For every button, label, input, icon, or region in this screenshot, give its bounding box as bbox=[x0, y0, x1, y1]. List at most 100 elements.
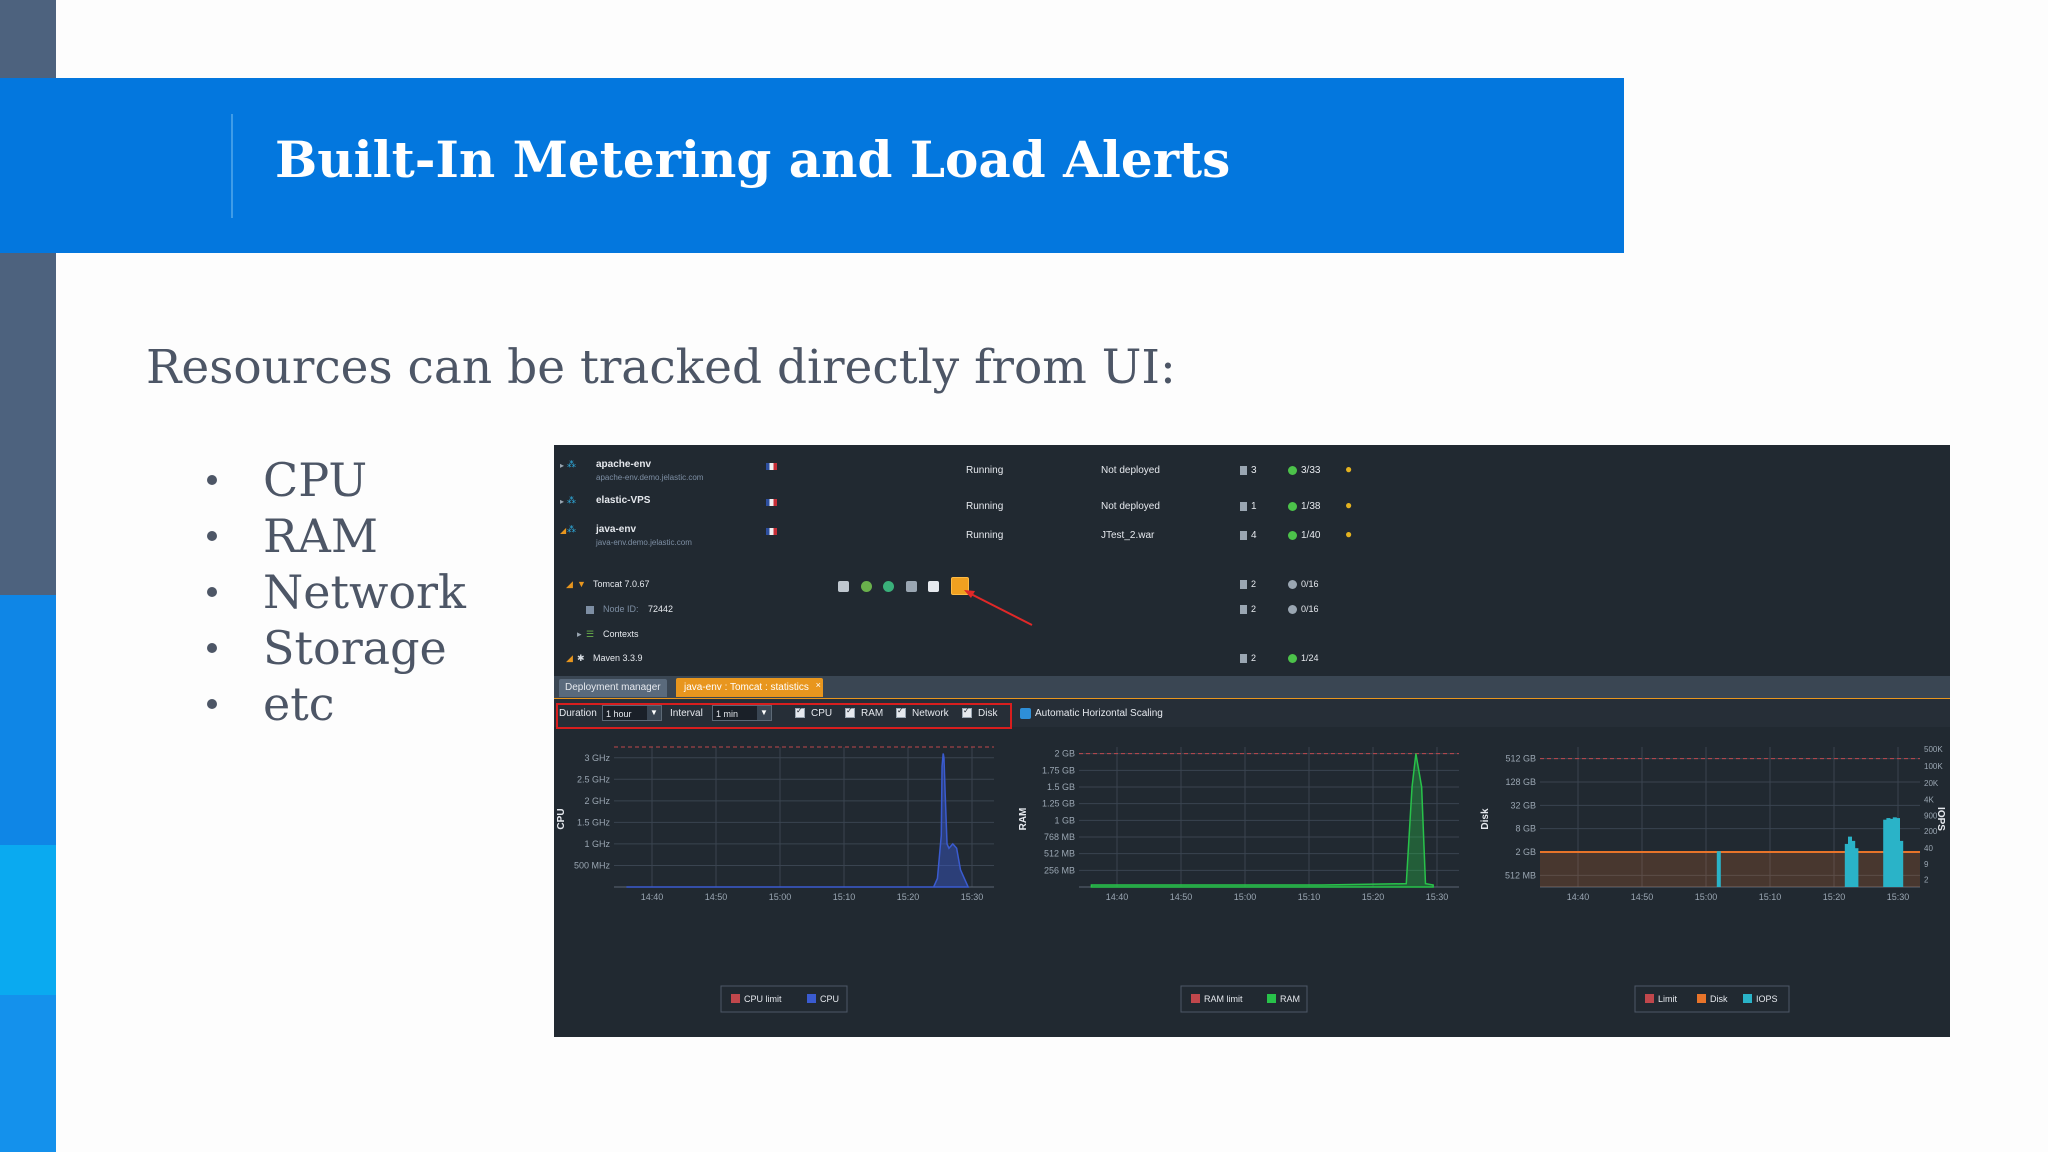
red-arrow-head bbox=[964, 590, 975, 598]
x-tick-label: 15:30 bbox=[1887, 892, 1910, 902]
x-tick-label: 15:30 bbox=[961, 892, 984, 902]
checkbox-icon[interactable] bbox=[962, 706, 972, 719]
duration-select[interactable]: 1 hour ▼ bbox=[602, 705, 662, 721]
node-row-id[interactable]: Node ID: 72442 2 0/16 bbox=[554, 599, 1950, 621]
y-tick-label: 500 MHz bbox=[574, 860, 611, 870]
banner-divider bbox=[231, 114, 233, 218]
region-flag-icon bbox=[766, 528, 777, 535]
server-icon bbox=[1240, 605, 1247, 615]
accent-segment bbox=[0, 995, 56, 1152]
duration-label: Duration bbox=[559, 708, 597, 719]
x-tick-label: 15:10 bbox=[1759, 892, 1782, 902]
red-arrow-line bbox=[966, 591, 1033, 626]
ram-checkbox[interactable]: RAM bbox=[845, 706, 883, 719]
cloudlet-status-icon bbox=[1288, 605, 1297, 615]
settings-wrench-icon[interactable] bbox=[905, 580, 917, 592]
x-tick-label: 14:50 bbox=[1631, 892, 1654, 902]
collapse-arrow-icon[interactable]: ◢ bbox=[566, 653, 573, 663]
close-icon[interactable]: × bbox=[815, 680, 821, 690]
collapse-arrow-icon[interactable]: ◢ bbox=[560, 526, 567, 535]
env-domain[interactable]: apache-env.demo.jelastic.com bbox=[596, 473, 704, 482]
env-deployment: JTest_2.war bbox=[1101, 530, 1155, 541]
config-icon[interactable] bbox=[838, 580, 849, 592]
web-access-icon[interactable] bbox=[860, 580, 872, 592]
env-name[interactable]: elastic-VPS bbox=[596, 495, 651, 506]
y2-tick-label: 4K bbox=[1924, 796, 1934, 805]
billing-bag-icon[interactable]: ● bbox=[1345, 462, 1353, 476]
billing-bag-icon[interactable]: ● bbox=[1345, 498, 1353, 512]
legend-box bbox=[720, 985, 848, 1013]
y2-tick-label: 20K bbox=[1924, 779, 1939, 788]
y-tick-label: 256 MB bbox=[1044, 865, 1075, 875]
cloudlets-value: 0/16 bbox=[1301, 579, 1319, 589]
env-row-java[interactable]: ◢ ⁂ java-env java-env.demo.jelastic.com … bbox=[554, 514, 1950, 547]
y-tick-label: 128 GB bbox=[1505, 777, 1536, 787]
cpu-chart-svg: 14:40 14:50 15:00 15:10 15:20 15:30 500 MHz 1 G… bbox=[556, 746, 994, 1013]
y-tick-label: 512 MB bbox=[1505, 870, 1536, 880]
checkbox-icon[interactable] bbox=[845, 706, 855, 719]
panel-tab-bar: Deployment manager java-env : Tomcat : s… bbox=[554, 676, 1950, 701]
cloudlets: 1/38 bbox=[1288, 501, 1320, 512]
node-row-maven[interactable]: ◢ ✱ Maven 3.3.9 2 1/24 bbox=[554, 648, 1950, 670]
node-count: 2 bbox=[1240, 604, 1256, 615]
node-count: 2 bbox=[1240, 653, 1256, 664]
cloudlet-status-icon bbox=[1288, 465, 1297, 475]
chevron-down-icon[interactable]: ▼ bbox=[757, 706, 771, 720]
bullet-text: Network bbox=[263, 565, 466, 619]
tab-statistics[interactable]: java-env : Tomcat : statistics × bbox=[676, 678, 823, 697]
env-status: Running bbox=[966, 465, 1004, 476]
env-row-apache[interactable]: ▸ ⁂ apache-env apache-env.demo.jelastic.… bbox=[554, 449, 1950, 482]
node-label[interactable]: Maven 3.3.9 bbox=[593, 653, 643, 663]
chevron-down-icon[interactable]: ▼ bbox=[647, 706, 661, 720]
y2-tick-label: 900 bbox=[1924, 811, 1938, 820]
node-row-tomcat[interactable]: ◢ ▼ Tomcat 7.0.67 2 0/16 bbox=[554, 574, 1950, 596]
bullet-dot-icon bbox=[207, 531, 217, 541]
tab-deployment-manager[interactable]: Deployment manager bbox=[559, 679, 667, 697]
server-icon bbox=[1240, 465, 1247, 475]
x-tick-label: 14:50 bbox=[1170, 892, 1193, 902]
expand-arrow-icon[interactable]: ▸ bbox=[560, 497, 565, 506]
env-name[interactable]: java-env bbox=[596, 524, 637, 535]
y2-tick-label: 40 bbox=[1924, 844, 1933, 853]
iops-bar bbox=[1716, 851, 1721, 887]
interval-select[interactable]: 1 min ▼ bbox=[712, 705, 772, 721]
cloudlets-value: 1/40 bbox=[1301, 530, 1321, 541]
cpu-checkbox[interactable]: CPU bbox=[795, 706, 832, 719]
node-label[interactable]: Tomcat 7.0.67 bbox=[593, 579, 650, 589]
checkbox-icon[interactable] bbox=[896, 706, 906, 719]
env-deployment: Not deployed bbox=[1101, 465, 1160, 476]
ahs-button[interactable]: Automatic Horizontal Scaling bbox=[1020, 708, 1163, 719]
legend-label: IOPS bbox=[1756, 994, 1778, 1004]
cloudlets: 0/16 bbox=[1288, 579, 1319, 590]
env-name[interactable]: apache-env bbox=[596, 459, 652, 470]
network-checkbox[interactable]: Network bbox=[896, 706, 949, 719]
disk-usage-area bbox=[1540, 852, 1920, 887]
y-axis-label: RAM bbox=[1018, 808, 1029, 831]
node-row-contexts[interactable]: ▸ ☰ Contexts bbox=[554, 624, 1950, 646]
node-icon bbox=[586, 606, 594, 614]
legend-swatch bbox=[731, 994, 740, 1003]
environment-icon: ⁂ bbox=[567, 459, 576, 469]
iops-bar bbox=[1896, 818, 1900, 887]
y2-axis-label: IOPS bbox=[1935, 807, 1946, 831]
collapse-arrow-icon[interactable]: ◢ bbox=[566, 579, 573, 589]
billing-bag-icon[interactable]: ● bbox=[1345, 527, 1353, 541]
legend-swatch bbox=[1191, 994, 1200, 1003]
env-row-elastic-vps[interactable]: ▸ ⁂ elastic-VPS Running Not deployed 1 1… bbox=[554, 485, 1950, 515]
y-tick-label: 3 GHz bbox=[584, 753, 610, 763]
expand-arrow-icon[interactable]: ▸ bbox=[577, 629, 582, 639]
x-tick-label: 15:30 bbox=[1426, 892, 1449, 902]
x-tick-label: 15:10 bbox=[1298, 892, 1321, 902]
maven-icon: ✱ bbox=[577, 653, 585, 663]
cpu-series-area bbox=[626, 753, 970, 888]
ahs-label: Automatic Horizontal Scaling bbox=[1035, 708, 1163, 720]
statistics-icon[interactable] bbox=[950, 577, 969, 595]
expand-arrow-icon[interactable]: ▸ bbox=[560, 461, 565, 470]
node-count: 2 bbox=[1240, 579, 1256, 590]
env-domain[interactable]: java-env.demo.jelastic.com bbox=[596, 538, 692, 547]
restart-icon[interactable] bbox=[883, 580, 895, 592]
disk-checkbox[interactable]: Disk bbox=[962, 706, 997, 719]
checkbox-icon[interactable] bbox=[795, 706, 805, 719]
log-icon[interactable] bbox=[928, 580, 940, 592]
contexts-label[interactable]: Contexts bbox=[603, 629, 639, 639]
